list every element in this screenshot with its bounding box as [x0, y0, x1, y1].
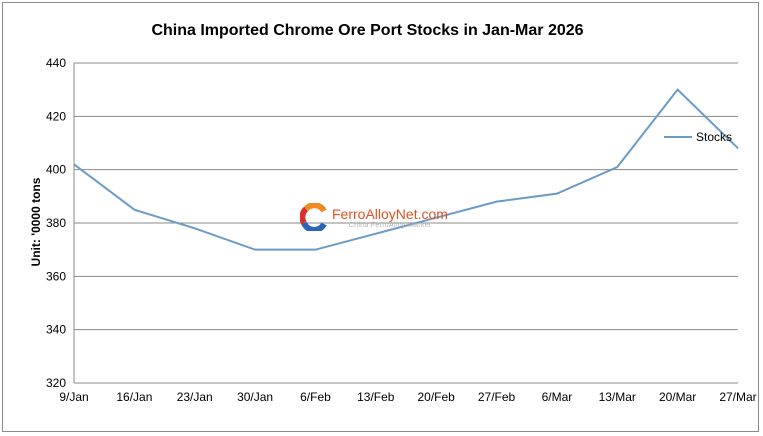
- y-tick-label: 400: [46, 163, 66, 177]
- x-tick-label: 13/Feb: [357, 390, 395, 404]
- legend-swatch: [664, 136, 692, 138]
- x-tick-label: 27/Mar: [719, 390, 756, 404]
- watermark: FerroAlloyNet.com China FerroAlloy Marke…: [300, 203, 448, 231]
- y-tick-label: 360: [46, 269, 66, 283]
- y-tick-label: 420: [46, 109, 66, 123]
- x-tick-label: 16/Jan: [116, 390, 152, 404]
- x-tick-label: 6/Mar: [542, 390, 573, 404]
- x-tick-label: 13/Mar: [599, 390, 636, 404]
- x-tick-label: 23/Jan: [177, 390, 213, 404]
- y-tick-label: 340: [46, 323, 66, 337]
- ferroalloynet-logo-icon: [300, 203, 327, 231]
- y-tick-label: 440: [46, 56, 66, 70]
- series-line-stocks: [73, 88, 739, 251]
- x-tick-label: 20/Mar: [659, 390, 696, 404]
- x-tick-label: 20/Feb: [418, 390, 456, 404]
- x-tick-label: 6/Feb: [300, 390, 331, 404]
- x-tick-label: 30/Jan: [237, 390, 273, 404]
- watermark-name: FerroAlloyNet.com: [332, 205, 448, 222]
- chart-frame: [2, 2, 759, 432]
- x-tick-label: 27/Feb: [478, 390, 516, 404]
- watermark-subtitle: China FerroAlloy Market: [348, 221, 432, 229]
- legend: Stocks: [664, 130, 732, 144]
- x-tick-label: 9/Jan: [59, 390, 88, 404]
- y-tick-label: 380: [46, 216, 66, 230]
- y-tick-label: 320: [46, 376, 66, 390]
- chart-title: China Imported Chrome Ore Port Stocks in…: [151, 22, 584, 39]
- legend-label: Stocks: [696, 130, 733, 144]
